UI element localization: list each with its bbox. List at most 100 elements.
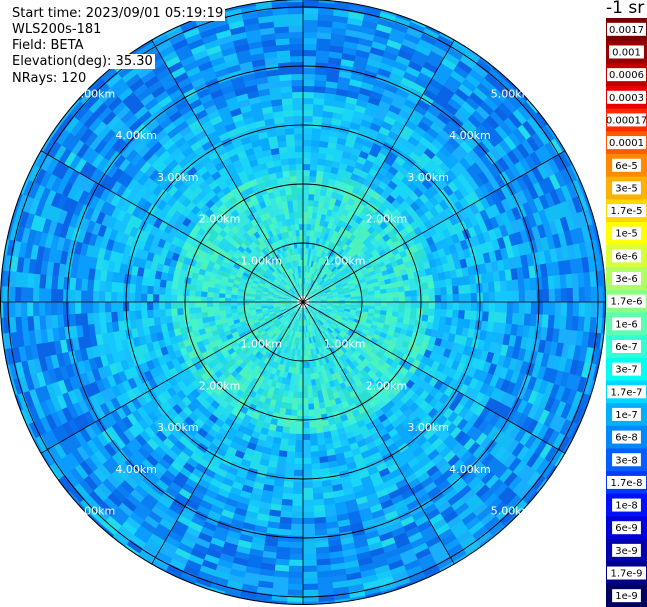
data-cell (303, 283, 305, 291)
data-cell (400, 76, 416, 89)
data-cell (293, 463, 303, 471)
data-cell (321, 116, 333, 125)
data-cell (331, 26, 348, 36)
data-cell (98, 301, 106, 313)
data-cell (452, 302, 460, 311)
data-cell (288, 559, 303, 567)
data-cell (399, 43, 417, 56)
data-cell (494, 291, 502, 303)
data-cell (371, 116, 385, 127)
data-cell (305, 290, 309, 297)
data-cell (315, 249, 321, 257)
data-cell (80, 289, 88, 302)
data-cell (303, 151, 312, 159)
data-cell (332, 237, 340, 245)
data-cell (401, 145, 414, 157)
data-cell (305, 247, 309, 255)
data-cell (384, 44, 401, 56)
data-cell (312, 280, 317, 287)
data-cell (319, 188, 328, 197)
data-cell (330, 249, 337, 257)
data-cell (410, 290, 418, 297)
data-cell (74, 289, 82, 302)
data-cell (420, 32, 438, 46)
data-cell (303, 289, 306, 297)
data-cell (530, 302, 538, 315)
data-cell (188, 295, 196, 302)
data-cell (369, 122, 382, 133)
data-cell (305, 253, 309, 261)
data-cell (428, 302, 436, 310)
data-cell (325, 189, 333, 198)
data-cell (292, 487, 303, 495)
data-cell (303, 55, 317, 63)
data-cell (422, 60, 440, 74)
data-cell (302, 433, 311, 441)
data-cell (305, 271, 308, 279)
data-cell (536, 289, 544, 303)
data-cell (329, 172, 338, 181)
data-cell (333, 217, 341, 226)
data-cell (426, 83, 442, 97)
data-cell (438, 62, 455, 77)
data-cell (414, 104, 429, 117)
data-cell (218, 297, 226, 302)
data-cell (304, 271, 307, 279)
data-cell (140, 301, 148, 311)
data-cell (302, 391, 309, 399)
data-cell (176, 307, 184, 316)
data-cell (368, 294, 376, 299)
data-cell (390, 98, 405, 110)
data-cell (329, 129, 340, 138)
data-cell (309, 175, 317, 183)
data-cell (366, 101, 380, 112)
data-cell (318, 146, 328, 154)
data-cell (482, 302, 490, 313)
data-cell (303, 127, 313, 135)
data-cell (315, 275, 320, 282)
data-cell (303, 67, 316, 75)
data-cell (307, 284, 311, 292)
data-cell (388, 33, 406, 45)
data-cell (303, 235, 307, 243)
data-cell (548, 302, 556, 316)
data-cell (330, 223, 338, 231)
data-cell (412, 49, 430, 62)
data-cell (170, 294, 178, 302)
data-cell (296, 415, 303, 423)
data-cell (371, 40, 388, 52)
data-cell (319, 140, 329, 148)
data-cell (236, 298, 244, 302)
data-cell (309, 253, 314, 261)
data-cell (494, 302, 502, 313)
data-cell (38, 301, 46, 316)
data-cell (306, 284, 310, 291)
data-cell (306, 271, 310, 279)
data-cell (302, 451, 312, 459)
data-cell (368, 52, 384, 63)
data-cell (372, 176, 383, 187)
data-cell (306, 223, 312, 231)
data-cell (319, 219, 326, 227)
data-cell (140, 293, 148, 302)
data-cell (374, 29, 392, 40)
data-cell (309, 169, 318, 177)
data-cell (417, 71, 433, 85)
data-cell (318, 194, 326, 203)
data-cell (417, 98, 432, 112)
data-cell (458, 302, 466, 311)
data-cell (316, 31, 333, 40)
data-cell (320, 213, 327, 221)
data-cell (314, 79, 327, 88)
data-cell (212, 296, 220, 302)
data-cell (380, 297, 388, 303)
data-cell (128, 292, 136, 302)
data-cell (303, 79, 316, 87)
data-cell (303, 133, 313, 141)
data-cell (310, 145, 320, 153)
data-cell (313, 91, 326, 100)
data-cell (361, 144, 373, 155)
data-cell (420, 115, 435, 128)
data-cell (311, 273, 316, 281)
data-cell (303, 247, 307, 255)
